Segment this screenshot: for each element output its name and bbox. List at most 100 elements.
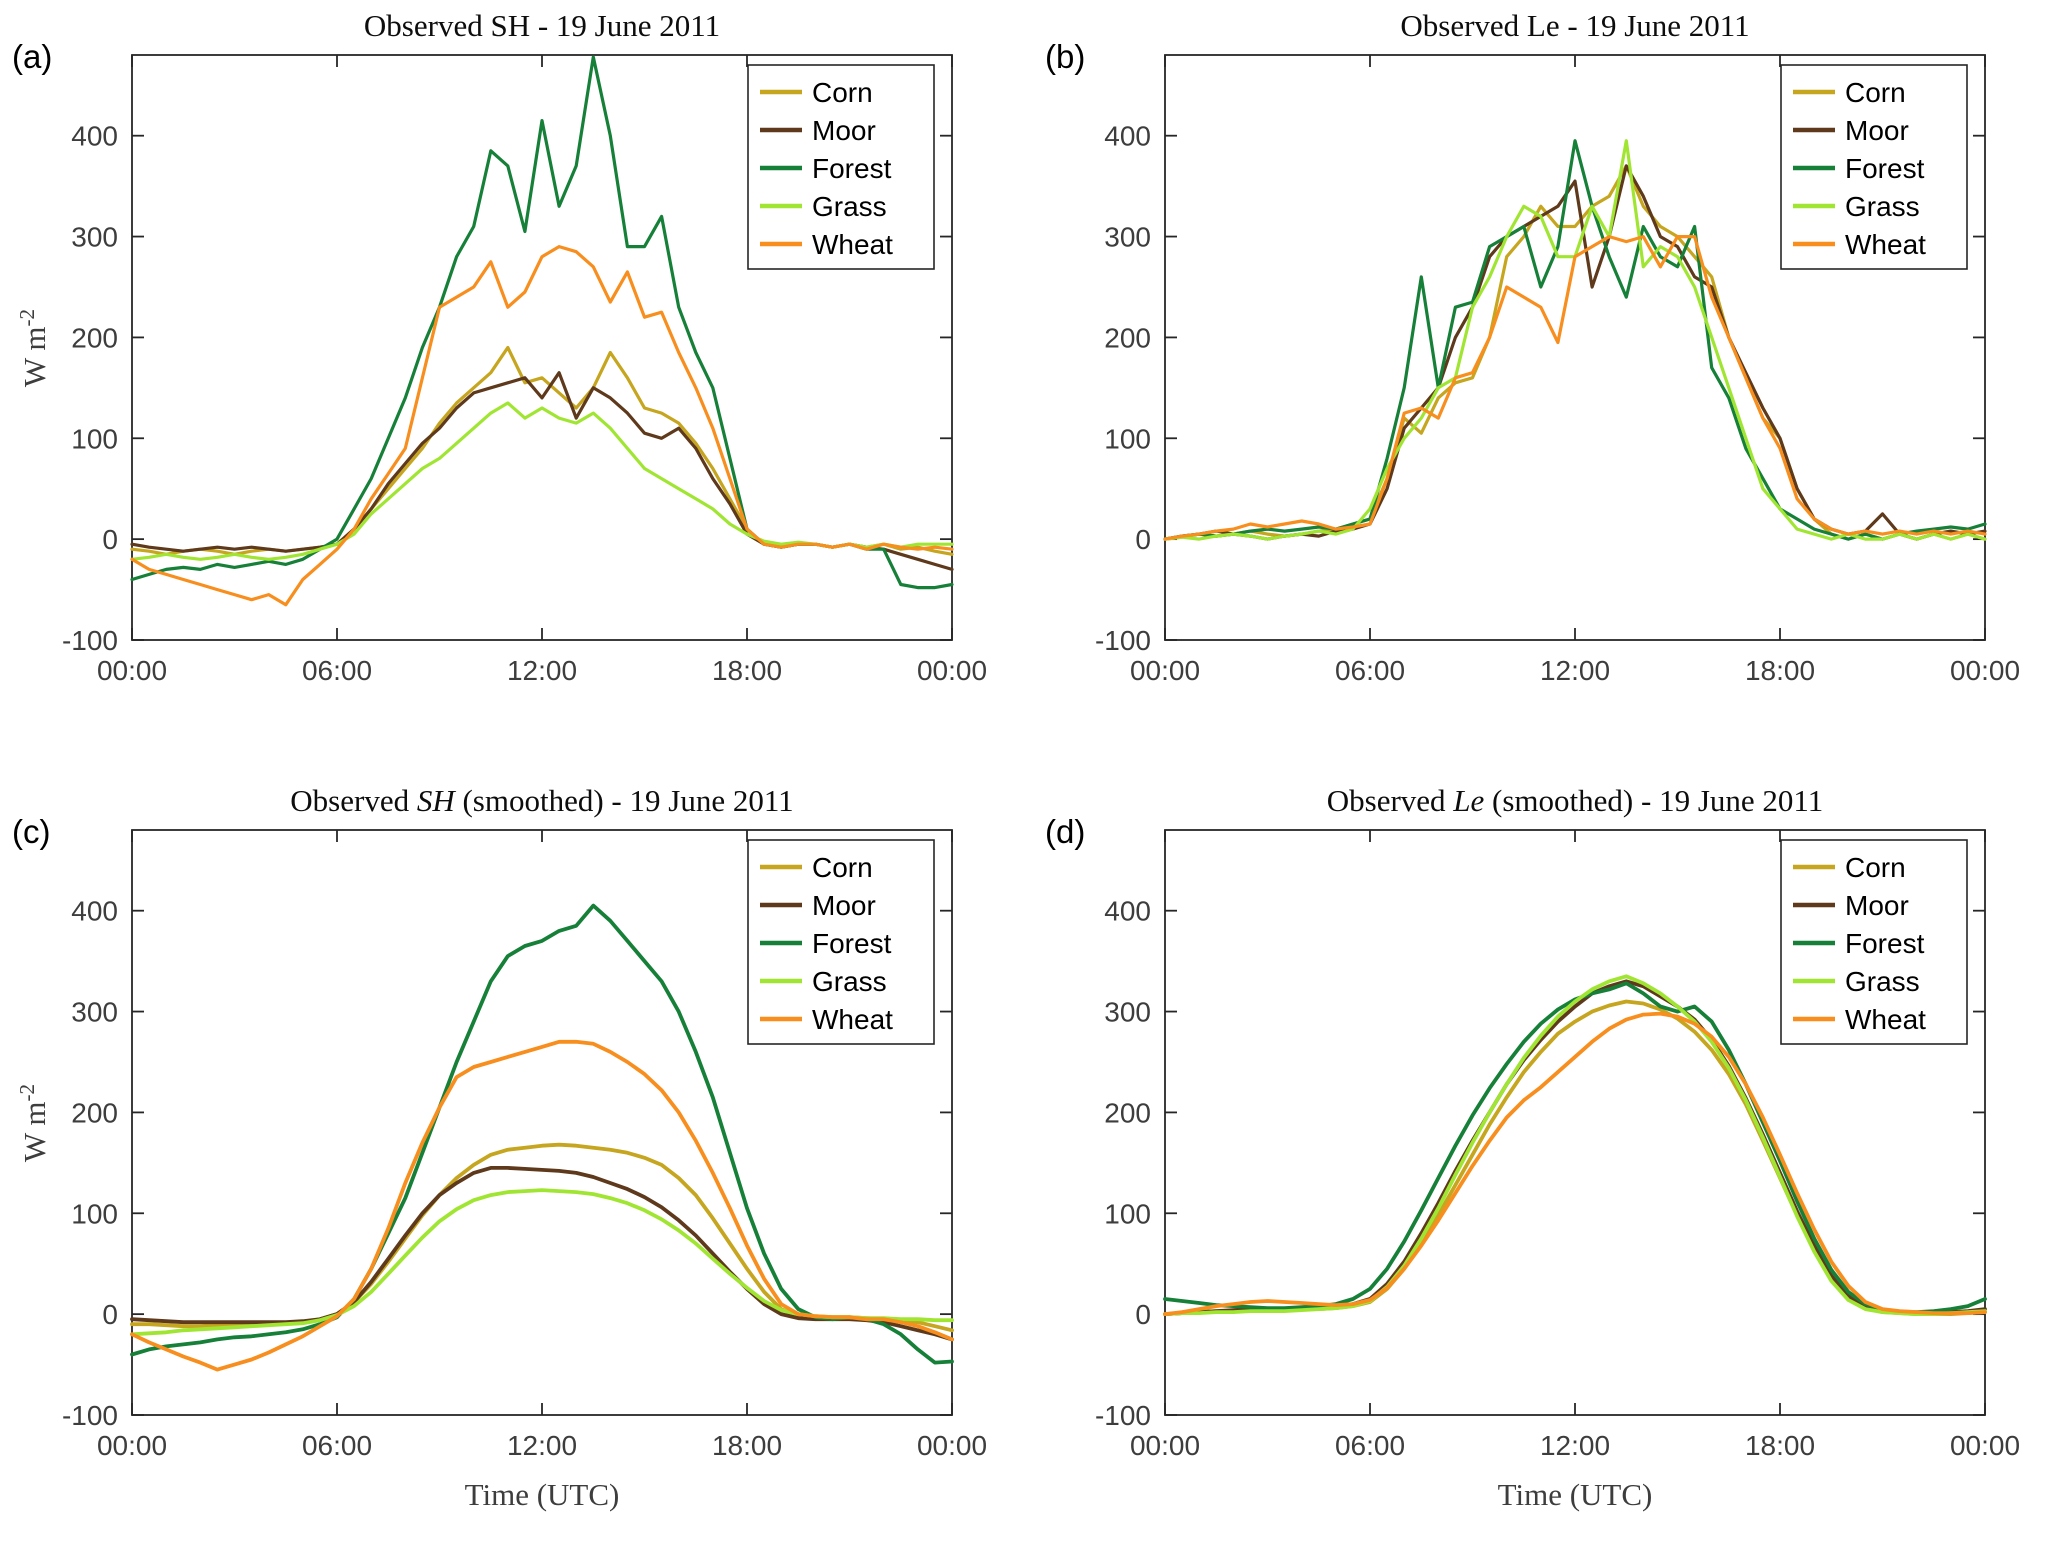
legend-label: Forest <box>1845 928 1925 959</box>
panel-letter: (c) <box>12 813 51 850</box>
y-tick-label: 300 <box>71 222 118 253</box>
x-tick-label: 12:00 <box>507 1430 577 1461</box>
y-tick-label: -100 <box>62 1400 118 1431</box>
y-tick-label: 200 <box>1104 322 1151 353</box>
series-line-grass <box>130 1188 954 1337</box>
series-line-corn <box>130 345 954 556</box>
title-prefix: Observed <box>1400 8 1520 43</box>
title-variable: Le <box>1526 8 1560 43</box>
legend-label: Wheat <box>812 229 893 260</box>
legend-label: Corn <box>812 77 873 108</box>
legend-label: Forest <box>1845 153 1925 184</box>
x-tick-label: 18:00 <box>1745 655 1815 686</box>
series-line-moor <box>130 1165 954 1342</box>
y-tick-label: 0 <box>1135 1299 1151 1330</box>
x-tick-label: 18:00 <box>1745 1430 1815 1461</box>
legend-label: Forest <box>812 928 892 959</box>
series-line-wheat <box>130 245 954 607</box>
title-variable: SH <box>490 8 531 43</box>
legend-label: Forest <box>812 153 892 184</box>
x-tick-label: 12:00 <box>1540 1430 1610 1461</box>
x-tick-label: 00:00 <box>1130 1430 1200 1461</box>
chart-canvas-c: 00:00 06:00 12:00 18:00 00:00-10001002003004… <box>62 829 987 1461</box>
series-line-corn <box>130 1142 954 1333</box>
legend-label: Wheat <box>1845 1004 1926 1035</box>
series-line-grass <box>1163 974 1987 1316</box>
y-tick-label: 100 <box>71 423 118 454</box>
panel-title: Observed Le - 19 June 2011 <box>1165 8 1985 44</box>
x-tick-label: 06:00 <box>1335 1430 1405 1461</box>
series-line-corn <box>1163 999 1987 1316</box>
legend-label: Wheat <box>1845 229 1926 260</box>
x-tick-label: 06:00 <box>302 1430 372 1461</box>
x-tick-label: 06:00 <box>302 655 372 686</box>
x-axis-label: Time (UTC) <box>464 1477 620 1512</box>
y-tick-label: 400 <box>71 896 118 927</box>
title-suffix: (smoothed) - 19 June 2011 <box>1492 783 1824 818</box>
y-axis-label-main: W m <box>17 326 53 388</box>
y-tick-label: 200 <box>1104 1097 1151 1128</box>
x-tick-label: 06:00 <box>1335 655 1405 686</box>
legend-label: Wheat <box>812 1004 893 1035</box>
x-tick-label: 18:00 <box>712 655 782 686</box>
panel-b: 00:00 06:00 12:00 18:00 00:00 -100 0 100 200 300 4… <box>1033 0 2066 775</box>
y-axis-label: W m-2 <box>15 1084 53 1162</box>
legend-label: Grass <box>812 966 887 997</box>
x-tick-label: 00:00 <box>97 1430 167 1461</box>
y-tick-label: -100 <box>1095 1400 1151 1431</box>
y-tick-label: -100 <box>62 625 118 656</box>
panel-letter: (a) <box>12 38 53 75</box>
title-variable: Le <box>1453 783 1485 818</box>
legend-label: Grass <box>1845 191 1920 222</box>
x-tick-label: 00:00 <box>917 1430 987 1461</box>
series-line-wheat <box>1163 235 1987 541</box>
y-tick-label: 300 <box>71 997 118 1028</box>
y-tick-label: 0 <box>1135 524 1151 555</box>
y-axis-label-main: W m <box>17 1101 53 1163</box>
y-tick-label: 300 <box>1104 222 1151 253</box>
x-tick-label: 00:00 <box>917 655 987 686</box>
y-axis-label: W m-2 <box>15 309 53 387</box>
panel-title: Observed SH (smoothed) - 19 June 2011 <box>132 783 952 819</box>
y-tick-label: 200 <box>71 1097 118 1128</box>
panel-title: Observed Le (smoothed) - 19 June 2011 <box>1165 783 1985 819</box>
series-line-wheat <box>1163 1011 1987 1316</box>
y-tick-label: 400 <box>1104 896 1151 927</box>
panel-letter: (b) <box>1045 38 1086 75</box>
series-line-wheat <box>130 1039 954 1372</box>
title-suffix: (smoothed) - 19 June 2011 <box>462 783 794 818</box>
legend-label: Corn <box>1845 852 1906 883</box>
legend-label: Moor <box>812 115 876 146</box>
legend-label: Moor <box>1845 115 1909 146</box>
y-axis-label-exponent: -2 <box>14 1083 39 1102</box>
x-tick-label: 00:00 <box>1130 655 1200 686</box>
title-prefix: Observed <box>363 8 483 43</box>
legend-label: Grass <box>812 191 887 222</box>
title-prefix: Observed <box>1326 783 1446 818</box>
y-tick-label: 400 <box>1104 121 1151 152</box>
y-tick-label: 100 <box>1104 423 1151 454</box>
y-tick-label: 200 <box>71 322 118 353</box>
y-tick-label: 400 <box>71 121 118 152</box>
legend-label: Moor <box>1845 890 1909 921</box>
title-prefix: Observed <box>290 783 410 818</box>
legend-label: Corn <box>812 852 873 883</box>
series-line-moor <box>130 371 954 572</box>
title-suffix: - 19 June 2011 <box>1567 8 1750 43</box>
panel-d: 00:00 06:00 12:00 18:00 00:00 -100 0 100 200 300 4… <box>1033 775 2066 1550</box>
y-tick-label: 100 <box>1104 1198 1151 1229</box>
x-axis-label: Time (UTC) <box>1497 1477 1653 1512</box>
x-tick-label: 18:00 <box>712 1430 782 1461</box>
x-tick-label: 00:00 <box>1950 1430 2020 1461</box>
chart-canvas-d: 00:00 06:00 12:00 18:00 00:00-10001002003004… <box>1095 829 2020 1461</box>
panel-a: 00:00 06:00 12:00 18:00 00:00 -100 0 100 200 300 4… <box>0 0 1033 775</box>
title-suffix: - 19 June 2011 <box>537 8 721 43</box>
y-tick-label: 0 <box>102 1299 118 1330</box>
y-axis-label-exponent: -2 <box>14 308 39 327</box>
panel-title: Observed SH - 19 June 2011 <box>132 8 952 44</box>
x-tick-label: 00:00 <box>1950 655 2020 686</box>
title-variable: SH <box>416 783 455 818</box>
series-line-forest <box>1163 139 1987 541</box>
chart-canvas-a: 00:00 06:00 12:00 18:00 00:00-10001002003004… <box>62 54 987 686</box>
legend-label: Grass <box>1845 966 1920 997</box>
